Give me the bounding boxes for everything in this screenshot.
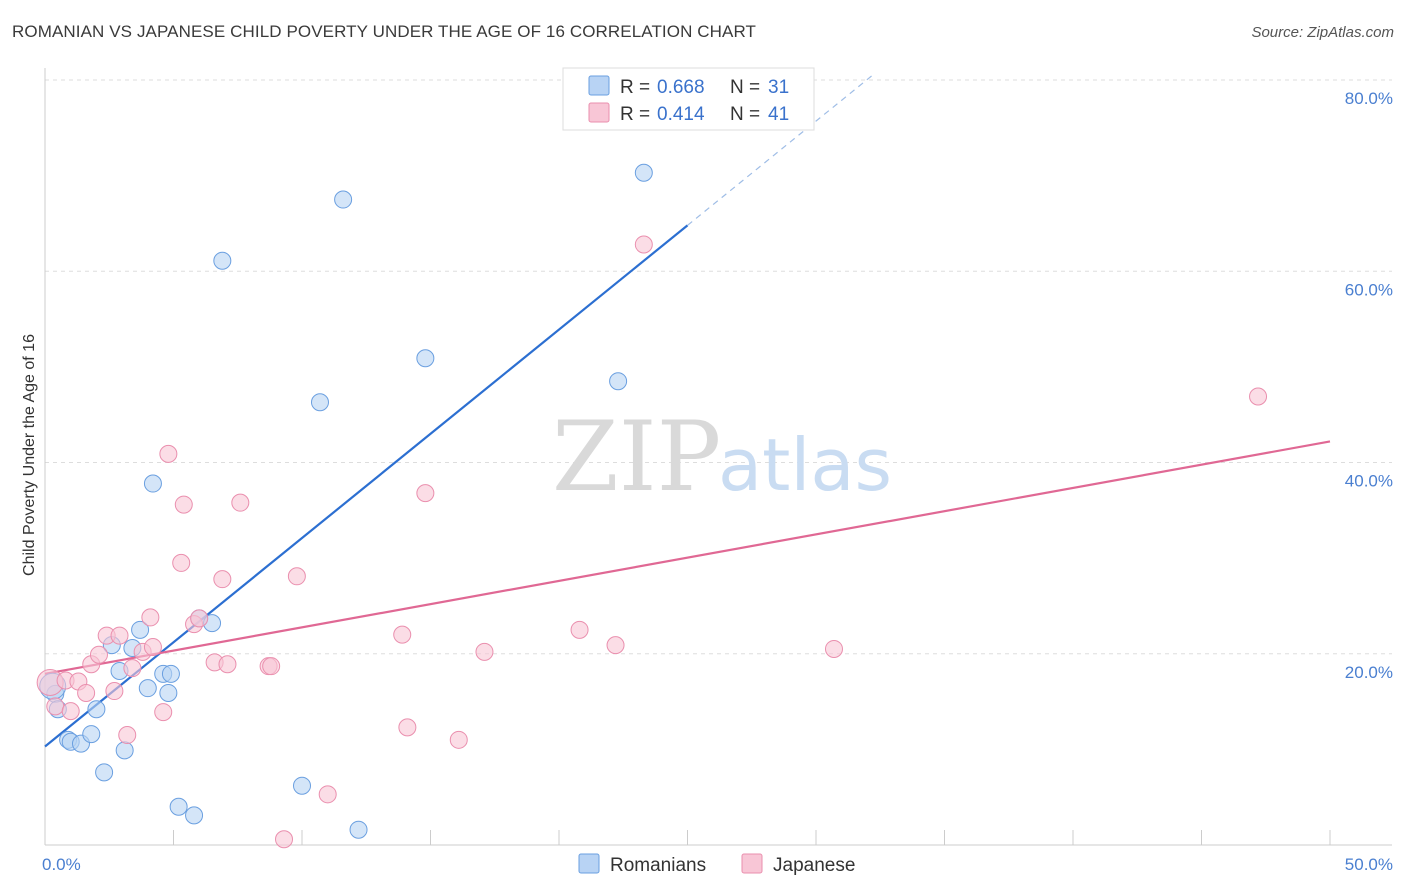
japanese-trendline: [44, 440, 1331, 675]
japanese-point: [89, 645, 108, 664]
japanese-point: [231, 493, 250, 512]
romanians-series-label: Romanians: [610, 855, 706, 876]
romanian-point: [95, 763, 114, 782]
japanese-point: [287, 567, 306, 586]
source-label: Source: ZipAtlas.com: [1251, 24, 1394, 41]
japanese-point: [159, 444, 178, 463]
romanians-trendline-extension: [687, 74, 873, 226]
japanese-point: [154, 703, 173, 722]
japanese-point: [172, 553, 191, 572]
romanian-point: [159, 683, 178, 702]
japanese-r-label: R =: [620, 104, 650, 125]
romanian-point: [161, 664, 180, 683]
grid-lines: [45, 79, 1392, 655]
japanese-point: [318, 785, 337, 804]
romanians-n-value: 31: [768, 77, 789, 98]
japanese-point: [123, 659, 142, 678]
japanese-point: [105, 682, 124, 701]
y-tick-label-40: 40.0%: [1345, 472, 1393, 491]
japanese-point: [190, 609, 209, 628]
japanese-point: [46, 697, 65, 716]
axes: [44, 68, 1392, 846]
japanese-series-label: Japanese: [773, 855, 855, 876]
japanese-point: [824, 639, 843, 658]
japanese-point: [61, 702, 80, 721]
romanian-point: [213, 251, 232, 270]
romanian-point: [293, 776, 311, 795]
japanese-point: [77, 683, 96, 702]
japanese-point: [275, 830, 294, 849]
japanese-point: [1249, 387, 1268, 406]
romanian-point: [115, 741, 134, 760]
romanian-point: [349, 820, 368, 839]
romanian-point: [87, 700, 106, 719]
japanese-point: [475, 642, 494, 661]
watermark-atlas: atlas: [718, 423, 892, 507]
series-legend: Romanians Japanese: [578, 853, 855, 876]
romanian-point: [143, 474, 162, 493]
japanese-point: [118, 726, 137, 745]
y-axis-label: Child Poverty Under the Age of 16: [21, 334, 38, 576]
japanese-point: [449, 730, 468, 749]
japanese-point: [174, 495, 193, 514]
japanese-legend-swatch: [588, 102, 610, 123]
romanian-point: [185, 806, 204, 825]
chart-title: ROMANIAN VS JAPANESE CHILD POVERTY UNDER…: [12, 22, 757, 41]
japanese-point: [218, 655, 237, 674]
romanians-trendline: [44, 224, 689, 748]
x-tick-label-max: 50.0%: [1345, 855, 1393, 874]
romanians-r-label: R =: [620, 77, 650, 98]
romanian-point: [310, 393, 329, 412]
romanian-point: [634, 163, 653, 182]
x-tick-label-min: 0.0%: [42, 855, 81, 874]
japanese-point: [570, 620, 589, 639]
japanese-n-label: N =: [730, 104, 760, 125]
romanian-point: [334, 190, 353, 209]
japanese-point: [141, 608, 160, 627]
japanese-r-value: 0.414: [657, 104, 705, 125]
watermark-zip: ZIP: [552, 401, 721, 513]
romanians-n-label: N =: [730, 77, 760, 98]
japanese-point: [398, 718, 417, 737]
tick-labels: 20.0% 40.0% 60.0% 80.0% 0.0% 50.0%: [42, 89, 1393, 874]
japanese-point: [110, 626, 129, 645]
romanian-point: [416, 349, 435, 368]
romanian-point: [609, 372, 628, 391]
japanese-point: [634, 235, 653, 254]
romanian-point: [131, 620, 150, 639]
japanese-point: [606, 636, 625, 655]
y-tick-label-60: 60.0%: [1345, 280, 1393, 299]
japanese-point: [143, 638, 162, 657]
y-tick-label-20: 20.0%: [1345, 663, 1393, 682]
japanese-point: [213, 570, 232, 589]
romanian-point: [138, 679, 157, 698]
romanian-point: [169, 797, 188, 816]
stats-legend: R = 0.668 N = 31 R = 0.414 N = 41: [562, 67, 815, 131]
japanese-point: [393, 625, 412, 644]
japanese-n-value: 41: [768, 104, 789, 125]
romanians-series-swatch: [578, 853, 600, 874]
japanese-point: [416, 484, 435, 503]
romanian-point: [82, 725, 101, 744]
romanians-legend-swatch: [588, 75, 610, 96]
trendlines: [44, 74, 1331, 748]
y-tick-label-80: 80.0%: [1345, 89, 1393, 108]
romanians-r-value: 0.668: [657, 77, 705, 98]
japanese-series-swatch: [741, 853, 763, 874]
data-points: [36, 163, 1268, 849]
japanese-point: [262, 657, 281, 676]
